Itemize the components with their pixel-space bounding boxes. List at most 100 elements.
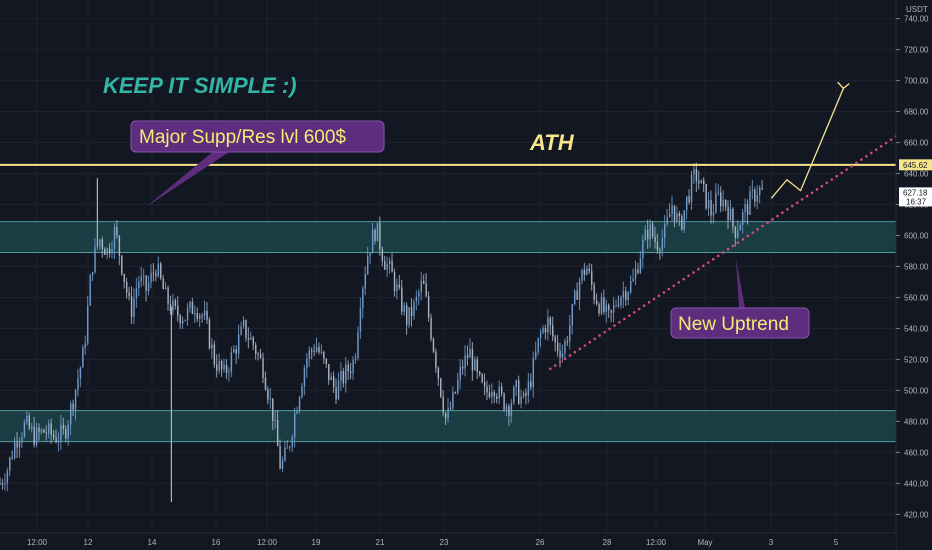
time-tick-label: May <box>697 538 712 547</box>
trend-dot <box>672 284 676 288</box>
candle-body <box>610 310 612 313</box>
candle-body <box>259 354 262 358</box>
candle-body <box>693 169 695 175</box>
candle-body <box>208 319 211 349</box>
candle-body <box>671 205 673 215</box>
price-axis[interactable]: USDT 420.00 440.00 460.00 480.00 500.00 520.0… <box>895 0 932 550</box>
candle-body <box>104 249 106 256</box>
candle-body <box>486 386 488 393</box>
candle-body <box>676 213 678 222</box>
price-tick-label: 480.00 <box>904 417 929 426</box>
trend-dot <box>726 247 730 251</box>
candle-body <box>14 442 16 458</box>
trend-dot <box>874 148 878 151</box>
currency-label: USDT <box>906 5 928 14</box>
candle-body <box>581 269 583 281</box>
candle-body <box>707 200 710 209</box>
trend-dot <box>865 154 868 158</box>
candle-body <box>668 214 671 218</box>
candle-body <box>406 305 408 325</box>
candle-body <box>608 304 610 311</box>
candle-body <box>437 367 440 379</box>
candle-body <box>734 226 737 238</box>
time-axis[interactable]: 12:00 12 14 16 12:00 19 21 23 26 28 12:00 May 3 5 <box>0 532 896 550</box>
candle-body <box>40 429 43 433</box>
candle-body <box>169 303 172 312</box>
candle-body <box>527 381 530 396</box>
candle-body <box>462 366 464 369</box>
candle-body <box>347 364 349 372</box>
trend-dot <box>548 367 552 371</box>
candle-body <box>1 483 4 485</box>
candle-body <box>340 371 342 381</box>
trend-dot <box>820 184 824 188</box>
candle-body <box>566 341 569 343</box>
candle-body <box>756 194 759 202</box>
last-price-badge <box>899 187 932 207</box>
candle-body <box>586 268 588 275</box>
candle-body <box>432 339 435 352</box>
candle-body <box>99 239 101 246</box>
candle-body <box>328 363 330 381</box>
candle-body <box>583 269 586 275</box>
candle-body <box>172 300 174 312</box>
trend-dot <box>593 337 597 341</box>
time-tick-label: 5 <box>834 538 839 547</box>
candle-body <box>391 260 393 273</box>
candle-body <box>320 351 323 353</box>
candle-body <box>666 217 668 225</box>
candle-body <box>532 358 535 388</box>
candle-body <box>60 424 62 441</box>
candle-body <box>155 273 157 277</box>
trend-dot <box>558 360 562 364</box>
candle-body <box>705 183 707 209</box>
candle-body <box>286 447 289 449</box>
candle-body <box>313 350 315 352</box>
major-callout-pointer <box>146 150 232 207</box>
candle-body <box>77 378 79 390</box>
time-tick-label: 28 <box>603 538 612 547</box>
candle-body <box>57 440 60 443</box>
candle-body <box>106 248 108 256</box>
time-tick-label: 12 <box>84 538 93 547</box>
time-axis-background <box>0 533 896 550</box>
trend-dot <box>731 244 735 248</box>
time-tick-label: 14 <box>148 538 157 547</box>
candle-body <box>717 192 720 194</box>
candle-body <box>335 387 337 400</box>
candle-body <box>376 222 379 242</box>
candle-body <box>362 288 364 309</box>
candle-body <box>498 386 500 399</box>
candle-body <box>359 308 362 333</box>
candle-body <box>488 392 491 397</box>
trend-dot <box>810 191 814 195</box>
trend-dot <box>776 214 779 218</box>
candle-body <box>593 284 595 301</box>
candle-body <box>401 287 403 312</box>
candle-body <box>235 349 237 354</box>
candle-body <box>384 261 386 270</box>
candle-body <box>493 392 496 397</box>
candle-body <box>111 249 113 254</box>
trend-dot <box>795 201 799 205</box>
time-tick-label: 16 <box>212 538 221 547</box>
candle-body <box>79 367 82 379</box>
chart-title-annotation: KEEP IT SIMPLE :) <box>103 73 297 98</box>
candle-body <box>281 460 284 469</box>
trend-dot <box>860 158 863 161</box>
candle-body <box>255 344 257 354</box>
candle-body <box>632 278 634 282</box>
uptrend-dotted-line <box>548 135 898 371</box>
candle-body <box>70 403 72 425</box>
candle-body <box>337 380 340 400</box>
major-callout-text: Major Supp/Res lvl 600$ <box>139 127 346 148</box>
trend-dot <box>687 274 690 278</box>
candle-body <box>496 396 498 399</box>
candle-body <box>274 419 276 421</box>
candle-body <box>520 396 522 404</box>
candle-body <box>28 415 31 429</box>
trend-dot <box>845 168 848 171</box>
candle-body <box>656 241 659 251</box>
candle-body <box>712 212 715 216</box>
